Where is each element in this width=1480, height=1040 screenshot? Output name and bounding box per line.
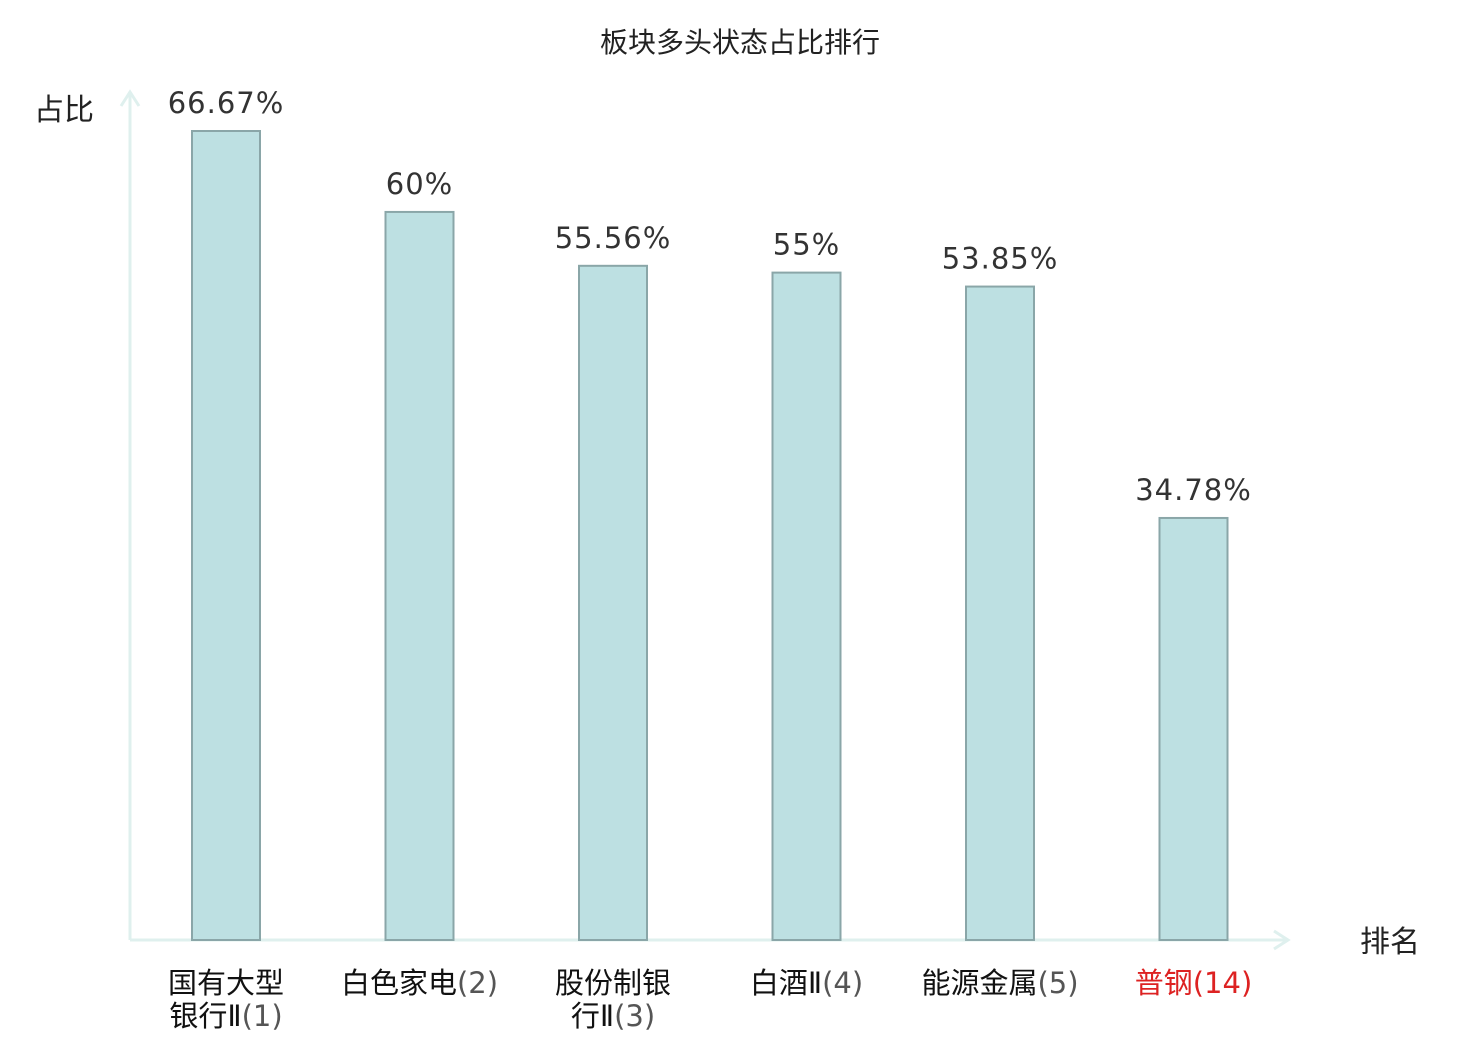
x-tick-label: 股份制银: [555, 966, 671, 1000]
x-tick-label: 国有大型: [168, 966, 284, 1000]
data-label: 34.78%: [1135, 473, 1252, 507]
x-tick-label: 能源金属(5): [921, 966, 1078, 1000]
value-labels-group: 66.67% 60% 55.56% 55% 53.85% 34.78%: [168, 86, 1252, 507]
bar: [384, 210, 455, 941]
chart-title: 板块多头状态占比排行: [600, 26, 880, 59]
data-label: 60%: [386, 167, 453, 201]
x-tick-label: 白酒Ⅱ(4): [750, 966, 863, 1000]
data-label: 55%: [773, 228, 840, 262]
data-label: 55.56%: [555, 221, 672, 255]
x-tick-label: 普钢(14): [1135, 966, 1253, 1000]
bar: [771, 271, 842, 941]
bar: [578, 264, 648, 941]
bar: [191, 130, 261, 941]
bar: [1158, 516, 1229, 942]
y-axis-arrow: [119, 89, 141, 107]
bar: [965, 285, 1035, 941]
x-tick-label: 行Ⅱ(3): [571, 999, 655, 1033]
bars-group: [191, 130, 1229, 942]
y-axis-label: 占比: [34, 93, 94, 128]
data-label: 66.67%: [168, 86, 285, 120]
x-axis-label: 排名: [1360, 925, 1420, 960]
x-axis-arrow: [1273, 929, 1291, 951]
data-label: 53.85%: [942, 242, 1059, 276]
x-tick-label: 白色家电(2): [341, 966, 498, 1000]
x-tick-label: 银行Ⅱ(1): [169, 999, 282, 1033]
axes: [119, 89, 1291, 951]
